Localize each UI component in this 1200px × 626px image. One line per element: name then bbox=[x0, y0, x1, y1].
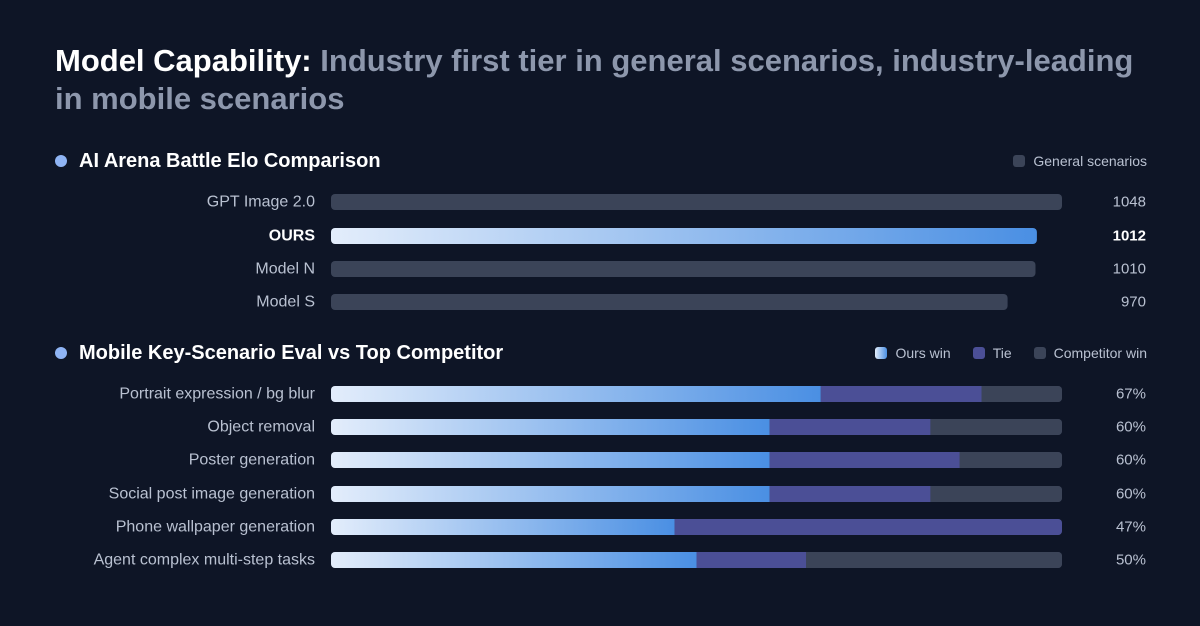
segment-competitor-portrait-expression-bg-blur bbox=[981, 386, 1062, 402]
segment-competitor-poster-generation bbox=[959, 452, 1062, 468]
scenario-label-phone-wallpaper-generation: Phone wallpaper generation bbox=[116, 519, 315, 536]
scenario-bar-social-post-image-generation bbox=[331, 486, 1062, 502]
segment-tie-object-removal bbox=[769, 419, 931, 435]
page-title-strong: Model Capability: bbox=[55, 43, 312, 78]
segment-tie-portrait-expression-bg-blur bbox=[820, 386, 982, 402]
segment-ours-poster-generation bbox=[331, 452, 770, 468]
scenario-value-phone-wallpaper-generation: 47% bbox=[1116, 519, 1146, 536]
elo-value-model-s: 970 bbox=[1121, 294, 1146, 311]
legend-swatch-tie bbox=[972, 347, 985, 359]
scenario-label-poster-generation: Poster generation bbox=[189, 452, 315, 469]
section-bullet-icon bbox=[55, 347, 67, 359]
segment-ours-social-post-image-generation bbox=[331, 486, 770, 502]
scenario-label-object-removal: Object removal bbox=[207, 419, 315, 436]
scenario-bar-object-removal bbox=[331, 419, 1062, 435]
legend-label-competitor: Competitor win bbox=[1053, 345, 1147, 361]
scenario-value-agent-complex-multi-step-tasks: 50% bbox=[1116, 552, 1146, 569]
elo-bar-gpt-image-2-0 bbox=[331, 194, 1062, 210]
legend-item-ours: Ours win bbox=[875, 345, 951, 361]
legend-item-general: General scenarios bbox=[1013, 153, 1147, 169]
mobile-chart-title: Mobile Key-Scenario Eval vs Top Competit… bbox=[79, 342, 504, 364]
elo-chart-title: AI Arena Battle Elo Comparison bbox=[79, 150, 381, 172]
elo-value-model-n: 1010 bbox=[1113, 261, 1146, 278]
scenario-bar-agent-complex-multi-step-tasks bbox=[331, 552, 1062, 568]
legend-swatch-competitor bbox=[1033, 347, 1046, 359]
segment-tie-social-post-image-generation bbox=[769, 486, 931, 502]
elo-bar-ours bbox=[331, 228, 1037, 244]
segment-competitor-object-removal bbox=[930, 419, 1062, 435]
scenario-value-social-post-image-generation: 60% bbox=[1116, 486, 1146, 503]
legend-label-general: General scenarios bbox=[1033, 153, 1147, 169]
legend-item-competitor: Competitor win bbox=[1033, 345, 1147, 361]
segment-ours-agent-complex-multi-step-tasks bbox=[331, 552, 697, 568]
scenario-bar-poster-generation bbox=[331, 452, 1062, 468]
scenario-bar-phone-wallpaper-generation bbox=[331, 519, 1062, 535]
elo-label-gpt-image-2-0: GPT Image 2.0 bbox=[207, 194, 315, 211]
elo-value-ours: 1012 bbox=[1113, 228, 1146, 245]
scenario-value-object-removal: 60% bbox=[1116, 419, 1146, 436]
mobile-chart: Portrait expression / bg blur 67% Object r… bbox=[94, 386, 1146, 569]
elo-value-gpt-image-2-0: 1048 bbox=[1113, 194, 1146, 211]
elo-label-model-n: Model N bbox=[255, 261, 315, 278]
segment-competitor-agent-complex-multi-step-tasks bbox=[806, 552, 1062, 568]
segment-ours-portrait-expression-bg-blur bbox=[331, 386, 821, 402]
elo-label-ours: OURS bbox=[269, 228, 316, 245]
mobile-legend: Ours win Tie Competitor win bbox=[853, 344, 1147, 362]
elo-legend: General scenarios bbox=[991, 152, 1147, 170]
legend-label-tie: Tie bbox=[992, 345, 1012, 361]
section-bullet-icon bbox=[55, 155, 67, 167]
scenario-bar-portrait-expression-bg-blur bbox=[331, 386, 1062, 402]
segment-ours-phone-wallpaper-generation bbox=[331, 519, 675, 535]
segment-ours-object-removal bbox=[331, 419, 770, 435]
elo-chart: GPT Image 2.0 1048 OURS 1012 Model N 1010 Mode… bbox=[207, 194, 1146, 311]
segment-competitor-social-post-image-generation bbox=[930, 486, 1062, 502]
elo-bar-model-s bbox=[331, 294, 1008, 310]
page-title: Model Capability: Industry first tier in… bbox=[55, 42, 1165, 118]
segment-tie-phone-wallpaper-generation bbox=[674, 519, 1062, 535]
segment-tie-poster-generation bbox=[769, 452, 960, 468]
segment-tie-agent-complex-multi-step-tasks bbox=[696, 552, 807, 568]
scenario-label-social-post-image-generation: Social post image generation bbox=[109, 486, 315, 503]
legend-swatch-general bbox=[1013, 155, 1026, 167]
legend-label-ours: Ours win bbox=[895, 345, 951, 361]
page-title-subtitle: Industry first tier in general scenarios… bbox=[55, 43, 1134, 116]
scenario-label-portrait-expression-bg-blur: Portrait expression / bg blur bbox=[119, 386, 315, 403]
legend-item-tie: Tie bbox=[972, 345, 1012, 361]
scenario-value-portrait-expression-bg-blur: 67% bbox=[1116, 386, 1146, 403]
mobile-section-header: Mobile Key-Scenario Eval vs Top Competit… bbox=[55, 341, 1147, 365]
scenario-value-poster-generation: 60% bbox=[1116, 452, 1146, 469]
elo-section-header: AI Arena Battle Elo Comparison General s… bbox=[55, 149, 1147, 173]
elo-bar-model-n bbox=[331, 261, 1036, 277]
legend-swatch-ours bbox=[875, 347, 888, 359]
scenario-label-agent-complex-multi-step-tasks: Agent complex multi-step tasks bbox=[94, 552, 315, 569]
elo-label-model-s: Model S bbox=[256, 294, 315, 311]
